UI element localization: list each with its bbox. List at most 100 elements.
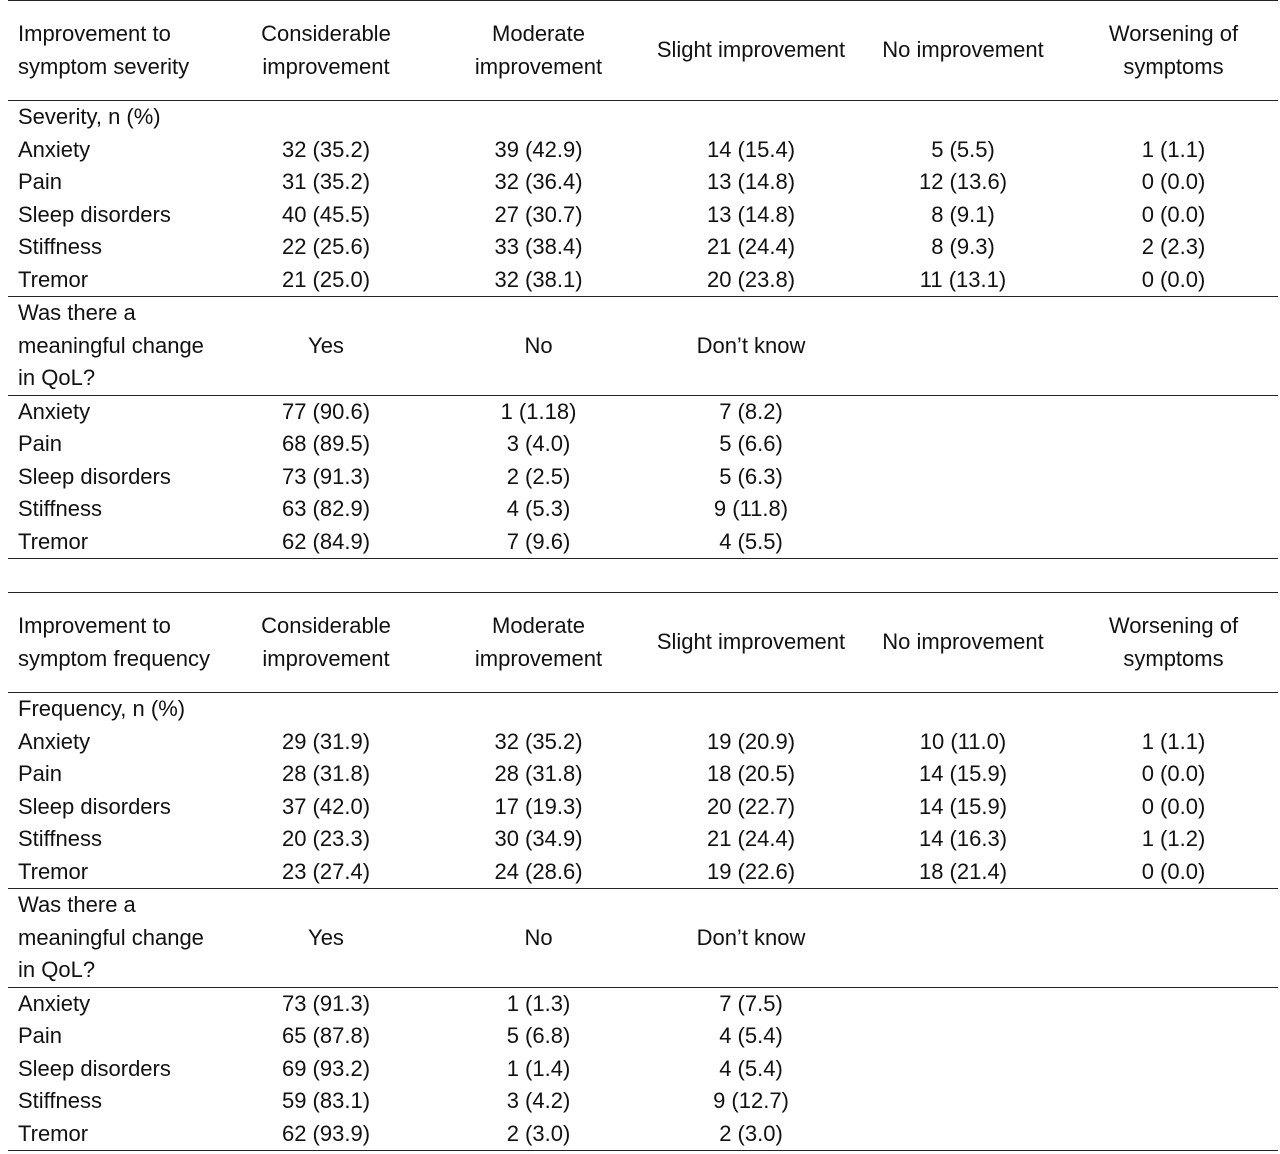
table-cell: 5 (5.5) xyxy=(931,136,995,162)
table-cell: 1 (1.1) xyxy=(1141,728,1206,754)
table-cell: 19 (20.9) xyxy=(706,728,796,754)
table-cell: 31 (35.2) xyxy=(281,169,371,194)
header-worsening-of-symptoms: Worsening of symptoms xyxy=(1069,592,1278,693)
empty-cell xyxy=(1069,296,1278,396)
table-cell: 63 (82.9) xyxy=(281,496,371,521)
row-label: Sleep disorders xyxy=(18,793,171,819)
table-cell: 2 (2.5) xyxy=(506,463,571,489)
table-cell: 73 (91.3) xyxy=(281,463,371,489)
table-cell: 32 (36.4) xyxy=(494,169,583,194)
table-cell: 8 (9.3) xyxy=(931,234,995,259)
empty-cell xyxy=(857,888,1069,988)
table-row: Stiffness 59 (83.1) 3 (4.2) 9 (12.7) xyxy=(8,1085,1278,1118)
frequency-table: Improvement to symptom frequency Conside… xyxy=(8,592,1278,1151)
table-cell: 13 (14.8) xyxy=(706,169,796,194)
header-slight-improvement: Slight improvement xyxy=(645,592,857,693)
header-no-improvement: No improvement xyxy=(857,592,1069,693)
row-label: Anxiety xyxy=(18,136,91,162)
table-cell: 0 (0.0) xyxy=(1141,201,1206,227)
table-cell: 4 (5.4) xyxy=(719,1023,783,1048)
header-no: No xyxy=(432,296,645,396)
table-cell: 0 (0.0) xyxy=(1141,761,1206,786)
table-row: Pain 68 (89.5) 3 (4.0) 5 (6.6) xyxy=(8,428,1278,461)
table-cell: 30 (34.9) xyxy=(494,826,583,851)
row-label: Stiffness xyxy=(18,496,102,521)
row-label: Sleep disorders xyxy=(18,201,171,227)
table-cell: 22 (25.6) xyxy=(281,234,371,259)
table-row: Tremor 62 (93.9) 2 (3.0) 2 (3.0) xyxy=(8,1117,1278,1151)
table-cell: 7 (7.5) xyxy=(719,990,783,1016)
header-considerable-improvement: Considerable improvement xyxy=(220,0,432,101)
row-label: Pain xyxy=(18,1023,63,1048)
table-cell: 20 (23.8) xyxy=(706,266,796,292)
table-cell: 2 (3.0) xyxy=(432,1117,645,1151)
table-cell: 4 (5.3) xyxy=(506,496,571,521)
table-cell: 65 (87.8) xyxy=(281,1023,371,1048)
row-label: Stiffness xyxy=(18,826,102,851)
header-moderate-improvement: Moderate improvement xyxy=(432,0,645,101)
frequency-header-label: Improvement to symptom frequency xyxy=(8,592,220,693)
header-worsening-of-symptoms: Worsening of symptoms xyxy=(1069,0,1278,101)
table-cell: 21 (24.4) xyxy=(706,826,796,851)
table-row: Anxiety 29 (31.9) 32 (35.2) 19 (20.9) 10… xyxy=(8,726,1278,759)
table-row: Stiffness 20 (23.3) 30 (34.9) 21 (24.4) … xyxy=(8,823,1278,856)
severity-section-row: Severity, n (%) xyxy=(8,101,1278,134)
table-cell: 68 (89.5) xyxy=(281,431,371,456)
row-label: Tremor xyxy=(18,858,89,884)
row-label: Stiffness xyxy=(18,1088,102,1113)
header-considerable-improvement: Considerable improvement xyxy=(220,592,432,693)
table-cell: 23 (27.4) xyxy=(281,858,371,884)
header-slight-improvement: Slight improvement xyxy=(645,0,857,101)
row-label: Sleep disorders xyxy=(18,1055,171,1081)
row-label: Pain xyxy=(18,431,63,456)
header-no: No xyxy=(432,888,645,988)
qol-question-label: Was there a meaningful change in QoL? xyxy=(8,296,220,396)
table-row: Sleep disorders 40 (45.5) 27 (30.7) 13 (… xyxy=(8,199,1278,232)
table-cell: 69 (93.2) xyxy=(281,1055,371,1081)
table-cell: 3 (4.2) xyxy=(506,1088,571,1113)
table-cell: 1 (1.3) xyxy=(506,990,571,1016)
table-row: Pain 31 (35.2) 32 (36.4) 13 (14.8) 12 (1… xyxy=(8,166,1278,199)
severity-header-label: Improvement to symptom severity xyxy=(8,0,220,101)
severity-qol-header-row: Was there a meaningful change in QoL? Ye… xyxy=(8,296,1278,396)
table-cell: 14 (16.3) xyxy=(918,826,1008,851)
row-label: Anxiety xyxy=(18,398,91,424)
table-cell: 62 (93.9) xyxy=(220,1117,432,1151)
table-cell: 9 (11.8) xyxy=(713,496,789,521)
row-label: Sleep disorders xyxy=(18,463,171,489)
table-cell: 13 (14.8) xyxy=(706,201,796,227)
severity-header-row: Improvement to symptom severity Consider… xyxy=(8,0,1278,101)
table-cell: 59 (83.1) xyxy=(281,1088,371,1113)
row-label: Tremor xyxy=(8,525,220,559)
row-label: Tremor xyxy=(8,1117,220,1151)
table-cell: 21 (25.0) xyxy=(281,266,371,292)
table-cell: 27 (30.7) xyxy=(494,201,583,227)
table-cell: 21 (24.4) xyxy=(706,234,796,259)
table-cell: 4 (5.4) xyxy=(719,1055,783,1081)
table-cell: 1 (1.18) xyxy=(500,398,577,424)
empty-cell xyxy=(857,296,1069,396)
table-cell: 8 (9.1) xyxy=(931,201,995,227)
table-cell: 19 (22.6) xyxy=(706,858,796,884)
row-label: Anxiety xyxy=(18,728,91,754)
table-cell: 7 (9.6) xyxy=(432,525,645,559)
table-cell: 14 (15.9) xyxy=(918,761,1008,786)
table-cell: 0 (0.0) xyxy=(1141,266,1206,292)
header-yes: Yes xyxy=(220,296,432,396)
table-cell: 18 (21.4) xyxy=(918,858,1008,884)
table-row: Pain 65 (87.8) 5 (6.8) 4 (5.4) xyxy=(8,1020,1278,1053)
table-cell: 5 (6.8) xyxy=(506,1023,571,1048)
table-cell: 0 (0.0) xyxy=(1141,793,1206,819)
qol-question-label: Was there a meaningful change in QoL? xyxy=(8,888,220,988)
table-cell: 0 (0.0) xyxy=(1141,169,1206,194)
header-no-improvement: No improvement xyxy=(857,0,1069,101)
table-cell: 12 (13.6) xyxy=(918,169,1008,194)
table-cell: 14 (15.9) xyxy=(918,793,1008,819)
table-cell: 20 (22.7) xyxy=(706,793,796,819)
table-cell: 1 (1.2) xyxy=(1141,826,1206,851)
table-cell: 18 (20.5) xyxy=(706,761,796,786)
row-label: Pain xyxy=(18,169,63,194)
table-cell: 28 (31.8) xyxy=(494,761,583,786)
table-cell: 28 (31.8) xyxy=(281,761,371,786)
table-cell: 20 (23.3) xyxy=(281,826,371,851)
